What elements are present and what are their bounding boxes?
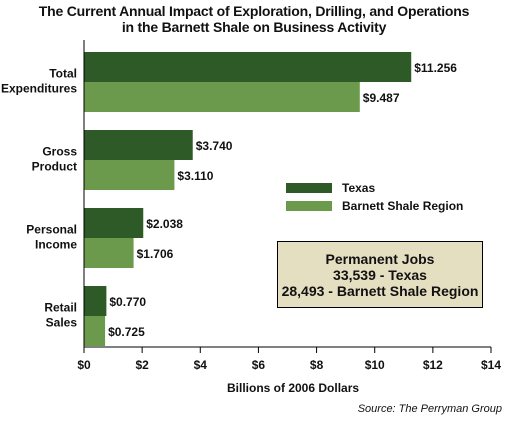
chart-title-line-1: The Current Annual Impact of Exploration… [38,3,470,19]
callout-texas-jobs: 33,539 - Texas [333,267,427,283]
bar-texas-3 [84,286,107,316]
legend-label-texas: Texas [342,181,375,195]
value-label-barnett-0: $9.487 [363,91,400,105]
source-note: Source: The Perryman Group [357,403,502,415]
value-label-barnett-1: $3.110 [177,169,213,183]
bar-barnett-1 [84,160,175,190]
bar-barnett-2 [84,238,134,268]
category-label-3-0: Retail [44,301,77,315]
x-tick-label-1: $2 [135,358,149,372]
value-label-barnett-3: $0.725 [108,325,145,339]
bar-barnett-0 [84,82,360,112]
category-label-0-1: Expenditures [1,82,77,96]
legend-swatch-texas [286,183,332,193]
x-tick-label-5: $10 [365,358,385,372]
category-label-1-1: Product [32,160,77,174]
permanent-jobs-callout: Permanent Jobs 33,539 - Texas 28,493 - B… [277,241,483,308]
value-label-texas-1: $3.740 [196,139,233,153]
bar-texas-0 [84,52,412,82]
bar-barnett-3 [84,316,106,346]
value-label-texas-3: $0.770 [109,295,146,309]
x-tick-label-3: $6 [252,358,266,372]
value-label-texas-2: $2.038 [146,217,183,231]
category-label-2-1: Income [35,238,77,252]
bar-texas-1 [84,130,193,160]
x-tick-label-6: $12 [423,358,443,372]
callout-heading: Permanent Jobs [325,251,435,267]
value-label-barnett-2: $1.706 [137,247,174,261]
value-label-texas-0: $11.256 [414,61,457,75]
callout-barnett-jobs: 28,493 - Barnett Shale Region [281,283,479,299]
bar-texas-2 [84,208,144,238]
x-tick-label-7: $14 [481,358,501,372]
chart-title-line-2: in the Barnett Shale on Business Activit… [121,19,387,35]
legend-swatch-barnett [286,201,332,211]
legend-label-barnett: Barnett Shale Region [342,199,463,213]
x-tick-label-4: $8 [310,358,324,372]
chart-title: The Current Annual Impact of Exploration… [0,3,508,35]
x-tick-label-2: $4 [194,358,208,372]
category-label-3-1: Sales [46,316,78,330]
category-label-1-0: Gross [42,145,77,159]
category-label-0-0: Total [49,67,77,81]
x-axis-label: Billions of 2006 Dollars [227,381,360,395]
x-tick-label-0: $0 [77,358,91,372]
category-label-2-0: Personal [26,223,77,237]
